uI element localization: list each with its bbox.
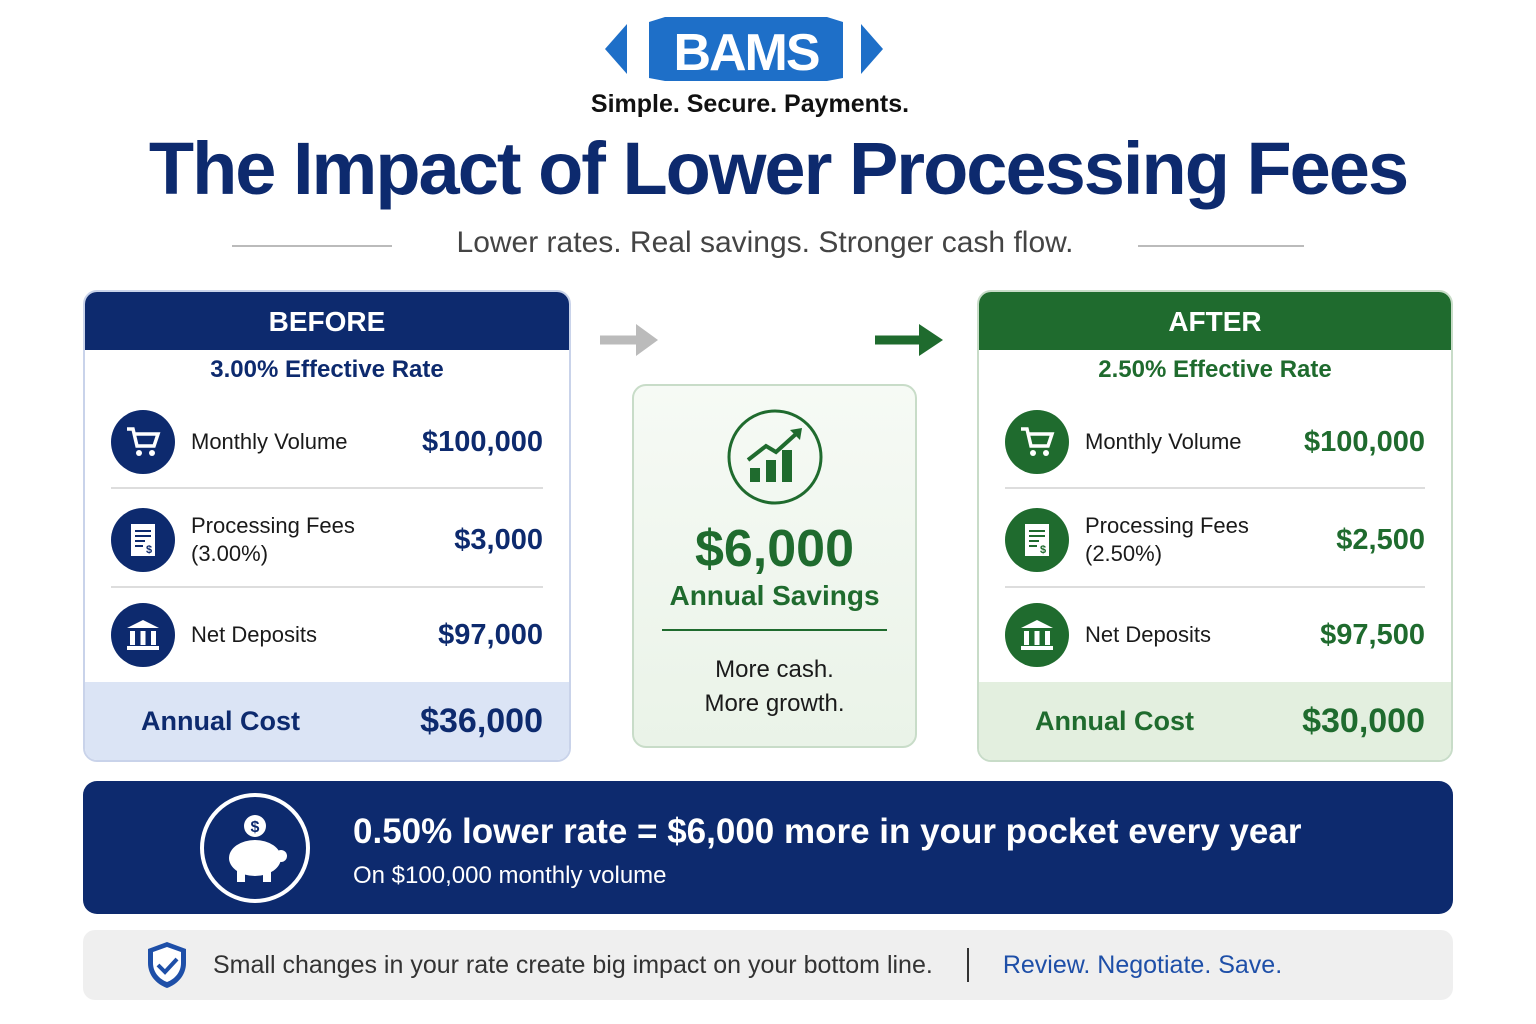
row-label: Net Deposits: [1085, 622, 1211, 647]
after-rate: 2.50% Effective Rate: [1098, 356, 1332, 383]
receipt-icon: $: [1005, 508, 1069, 572]
after-row-volume: Monthly Volume $100,000: [1005, 394, 1425, 490]
footer-cta: Review. Negotiate. Save.: [1002, 950, 1283, 979]
cart-icon: [111, 410, 175, 474]
bank-icon: [111, 603, 175, 667]
row-label: Processing Fees (3.00%): [191, 513, 355, 566]
page-title: The Impact of Lower Processing Fees: [148, 127, 1409, 210]
savings-banner: $ 0.50% lower rate = $6,000 more in your…: [83, 781, 1453, 914]
divider: [966, 948, 969, 982]
svg-text:BAMS: BAMS: [673, 24, 818, 82]
growth-chart-icon: [727, 409, 822, 505]
arrow-right-icon: [600, 324, 658, 356]
row-label: Monthly Volume: [191, 429, 348, 454]
after-row-fees: $ Processing Fees (2.50%) $2,500: [1005, 492, 1425, 588]
savings-line-2: More growth.: [704, 690, 845, 717]
row-label: Processing Fees (2.50%): [1085, 513, 1249, 566]
divider: [232, 245, 392, 247]
svg-text:$: $: [146, 544, 152, 556]
before-annual-cost: Annual Cost $36,000: [85, 682, 569, 760]
footer-message: Small changes in your rate create big im…: [213, 950, 933, 979]
tagline: Simple. Secure. Payments.: [590, 90, 910, 118]
before-row-volume: Monthly Volume $100,000: [111, 394, 543, 490]
banner-subtext: On $100,000 monthly volume: [353, 862, 667, 889]
receipt-icon: $: [111, 508, 175, 572]
arrow-right-icon: [875, 324, 943, 356]
after-annual-cost: Annual Cost $30,000: [979, 682, 1451, 760]
row-value: $2,500: [1336, 523, 1425, 556]
after-header: AFTER: [979, 292, 1451, 350]
bank-icon: [1005, 603, 1069, 667]
before-header: BEFORE: [85, 292, 569, 350]
row-value: $100,000: [422, 425, 543, 458]
row-value: $3,000: [454, 523, 543, 556]
subtitle: Lower rates. Real savings. Stronger cash…: [456, 226, 1074, 259]
row-value: $97,000: [438, 618, 543, 651]
before-card: BEFORE 3.00% Effective Rate Monthly Volu…: [83, 290, 571, 762]
footer-strip: Small changes in your rate create big im…: [83, 930, 1453, 1000]
before-row-fees: $ Processing Fees (3.00%) $3,000: [111, 492, 543, 588]
svg-text:$: $: [1040, 544, 1046, 556]
banner-headline: 0.50% lower rate = $6,000 more in your p…: [353, 812, 1302, 851]
bams-logo: BAMS: [605, 17, 883, 82]
savings-amount: $6,000: [694, 520, 855, 578]
savings-card: $6,000 Annual Savings More cash. More gr…: [632, 384, 917, 748]
divider: [1138, 245, 1304, 247]
cart-icon: [1005, 410, 1069, 474]
savings-label: Annual Savings: [669, 580, 880, 611]
after-card: AFTER 2.50% Effective Rate Monthly Volum…: [977, 290, 1453, 762]
row-value: $100,000: [1304, 425, 1425, 458]
before-row-deposits: Net Deposits $97,000: [111, 587, 543, 683]
row-value: $97,500: [1320, 618, 1425, 651]
row-label: Net Deposits: [191, 622, 317, 647]
piggy-bank-icon: $: [200, 793, 310, 903]
after-row-deposits: Net Deposits $97,500: [1005, 587, 1425, 683]
savings-line-1: More cash.: [715, 656, 834, 683]
shield-check-icon: [148, 942, 186, 988]
before-rate: 3.00% Effective Rate: [210, 356, 444, 383]
row-label: Monthly Volume: [1085, 429, 1242, 454]
svg-text:$: $: [251, 819, 260, 836]
